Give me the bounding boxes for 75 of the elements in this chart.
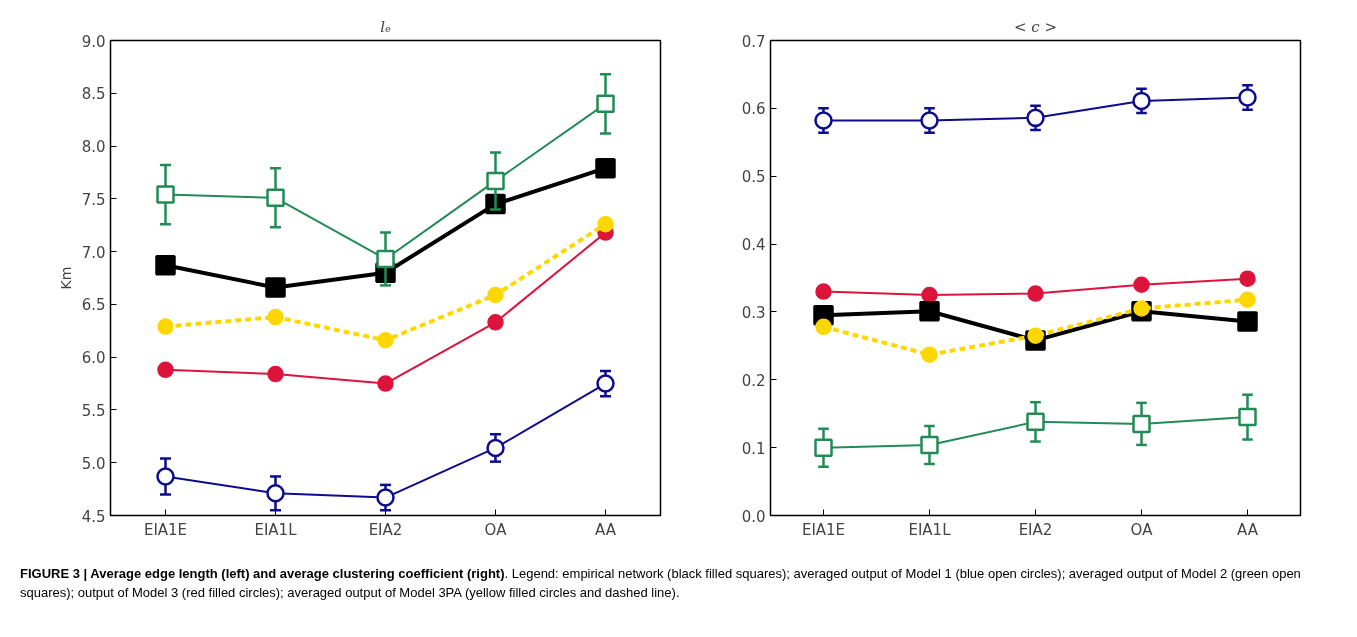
chart-title: < c > (1013, 17, 1058, 36)
y-tick-label: 0.5 (741, 168, 766, 187)
point (265, 277, 286, 298)
point (376, 488, 395, 507)
point (376, 249, 395, 269)
point (156, 467, 175, 486)
point (596, 94, 615, 114)
y-tick-label: 7.5 (81, 190, 106, 209)
x-tick-label: EIA1L (254, 520, 298, 539)
y-tick-label: 6.5 (81, 296, 106, 315)
point (486, 171, 505, 191)
point (487, 286, 504, 304)
chart-title: lₑ (380, 17, 391, 36)
y-tick-label: 4.5 (81, 507, 106, 526)
caption: FIGURE 3 | Average edge length (left) and average clustering coefficient (right). Legend: empirical network (black filled squares); averaged output of Model 1 (blue open circles); averaged output of Model 2 (green open squares); output of Model 3 (red filled circles); averaged output of Model 3PA (yellow filled circles and dashed line). (20, 565, 1302, 602)
y-tick-label: 8.0 (81, 138, 106, 157)
point (1027, 327, 1044, 344)
point (157, 361, 174, 379)
point (486, 438, 505, 458)
y-tick-label: 9.0 (81, 32, 106, 51)
point (814, 111, 833, 130)
x-tick-label: EIA2 (368, 520, 403, 539)
y-tick-label: 8.5 (81, 85, 106, 104)
point (1132, 91, 1151, 111)
point (920, 435, 939, 455)
y-tick-label: 0.2 (741, 371, 766, 390)
y-tick-label: 5.5 (81, 401, 106, 420)
point (597, 215, 614, 233)
point (1133, 300, 1150, 317)
point (267, 308, 284, 326)
point (1239, 291, 1256, 308)
point (157, 318, 174, 335)
point (921, 346, 938, 363)
x-tick-label: EIA1E (143, 520, 188, 539)
y-tick-label: 0.7 (741, 32, 766, 51)
point (595, 157, 616, 179)
point (1026, 412, 1045, 432)
y-tick-label: 0.0 (741, 507, 766, 526)
point (814, 438, 833, 457)
point (377, 332, 394, 349)
point (596, 374, 615, 393)
x-tick-label: EIA1E (801, 520, 846, 539)
x-tick-label: OA (484, 520, 508, 539)
point (1133, 276, 1150, 294)
point (919, 301, 940, 322)
y-tick-label: 0.3 (741, 303, 766, 322)
point (815, 283, 832, 300)
point (815, 318, 832, 336)
point (1238, 407, 1257, 427)
point (1027, 285, 1044, 302)
point (920, 111, 939, 130)
x-tick-label: AA (1237, 520, 1259, 539)
point (377, 375, 394, 392)
y-tick-label: 7.0 (81, 243, 106, 262)
y-tick-label: 5.0 (81, 454, 106, 473)
point (156, 185, 175, 204)
point (266, 188, 285, 208)
y-axis-title: Km (57, 266, 74, 290)
x-tick-label: OA (1130, 520, 1154, 539)
point (266, 484, 285, 503)
point (1132, 414, 1151, 434)
point (487, 314, 504, 331)
y-tick-label: 0.6 (741, 100, 766, 119)
point (1026, 108, 1045, 128)
y-tick-label: 6.0 (81, 349, 106, 368)
point (155, 255, 176, 276)
x-tick-label: EIA1L (908, 520, 952, 539)
point (1238, 88, 1257, 107)
point (1239, 270, 1256, 287)
x-tick-label: AA (595, 520, 617, 539)
point (267, 365, 284, 383)
y-tick-label: 0.4 (741, 236, 766, 255)
point (1237, 311, 1258, 332)
y-tick-label: 0.1 (741, 439, 766, 458)
x-tick-label: EIA2 (1018, 520, 1053, 539)
